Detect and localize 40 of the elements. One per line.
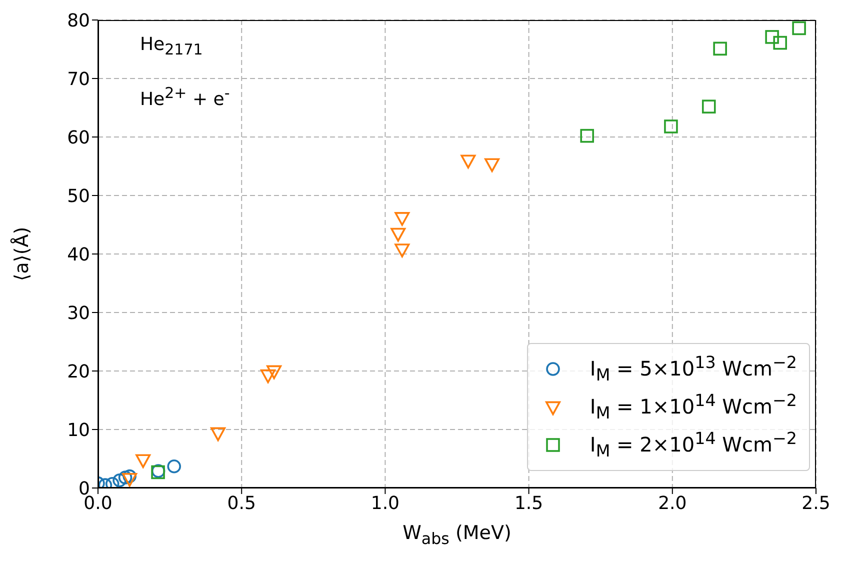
legend-label: I$_{M}$ = 1×10$^{14}$ Wcm$^{−2}$ bbox=[590, 391, 797, 423]
y-tick-label: 30 bbox=[67, 302, 90, 324]
y-tick-label: 20 bbox=[67, 361, 90, 382]
x-axis-title: W$_{abs}$ (MeV) bbox=[402, 522, 512, 548]
legend-label: I$_{M}$ = 5×10$^{13}$ Wcm$^{−2}$ bbox=[590, 353, 797, 385]
x-tick-label: 1.5 bbox=[514, 492, 544, 514]
point bbox=[713, 42, 727, 56]
point bbox=[702, 100, 716, 114]
point bbox=[122, 472, 138, 487]
point bbox=[118, 470, 132, 484]
point bbox=[112, 473, 126, 488]
point bbox=[484, 158, 500, 172]
point bbox=[260, 369, 276, 384]
point bbox=[580, 128, 594, 143]
point bbox=[664, 120, 678, 134]
y-tick-label: 50 bbox=[67, 186, 90, 207]
point bbox=[765, 30, 779, 44]
y-axis-title: ⟨a⟩(Å) bbox=[11, 226, 33, 282]
legend-label: I$_{M}$ = 2×10$^{14}$ Wcm$^{−2}$ bbox=[590, 429, 797, 461]
point bbox=[266, 365, 282, 380]
x-tick-label: 2.0 bbox=[658, 492, 687, 514]
y-tick-label: 70 bbox=[67, 68, 90, 90]
annotation: He$_{2171}$ bbox=[140, 34, 203, 59]
point bbox=[390, 228, 406, 242]
point bbox=[792, 21, 806, 36]
point bbox=[136, 454, 151, 468]
y-tick-label: 10 bbox=[67, 420, 90, 441]
x-tick-label: 2.5 bbox=[802, 492, 830, 514]
y-tick-label: 80 bbox=[67, 10, 90, 32]
x-tick-label: 0.5 bbox=[227, 492, 256, 514]
annotation: He$^{2+}$ + e$^{-}$ bbox=[140, 84, 230, 110]
point bbox=[394, 244, 410, 258]
point bbox=[167, 459, 182, 474]
point bbox=[773, 36, 787, 50]
point bbox=[394, 212, 410, 226]
y-tick-label: 60 bbox=[67, 127, 90, 148]
point bbox=[460, 154, 476, 168]
x-tick-label: 1.0 bbox=[370, 492, 400, 514]
point bbox=[210, 427, 226, 442]
y-tick-label: 40 bbox=[67, 244, 90, 266]
